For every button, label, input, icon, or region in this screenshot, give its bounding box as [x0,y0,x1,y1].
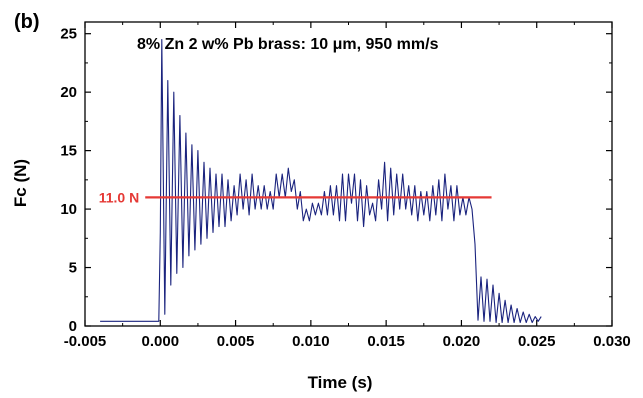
x-tick-label: 0.015 [367,333,405,350]
x-tick-label: 0.030 [593,333,631,350]
series-layer [100,38,542,324]
mean-force-label: 11.0 N [99,189,139,205]
panel-label: (b) [14,11,40,33]
force-series-line [100,38,542,324]
y-tick-label: 0 [69,318,77,335]
y-axis-title: Fc (N) [11,159,30,207]
x-axis-title: Time (s) [308,373,373,392]
x-tick-label: 0.005 [217,333,255,350]
x-tick-label: 0.020 [443,333,481,350]
axis-layer: -0.005 0.000 0.005 0.010 0.015 0.020 0.025 0.03… [60,21,631,350]
y-tick-label: 15 [60,143,77,160]
y-tick-label: 10 [60,201,77,218]
y-tick-label: 5 [69,260,77,277]
x-tick-label: -0.005 [64,333,107,350]
y-tick-label: 20 [60,84,77,101]
x-tick-label: 0.010 [292,333,330,350]
x-tick-label: 0.025 [518,333,556,350]
reference-layer: 11.0 N [99,189,492,205]
y-tick-label: 25 [60,26,77,43]
x-tick-label: 0.000 [142,333,180,350]
chart-title: 8% Zn 2 w% Pb brass: 10 μm, 950 mm/s [137,36,439,53]
